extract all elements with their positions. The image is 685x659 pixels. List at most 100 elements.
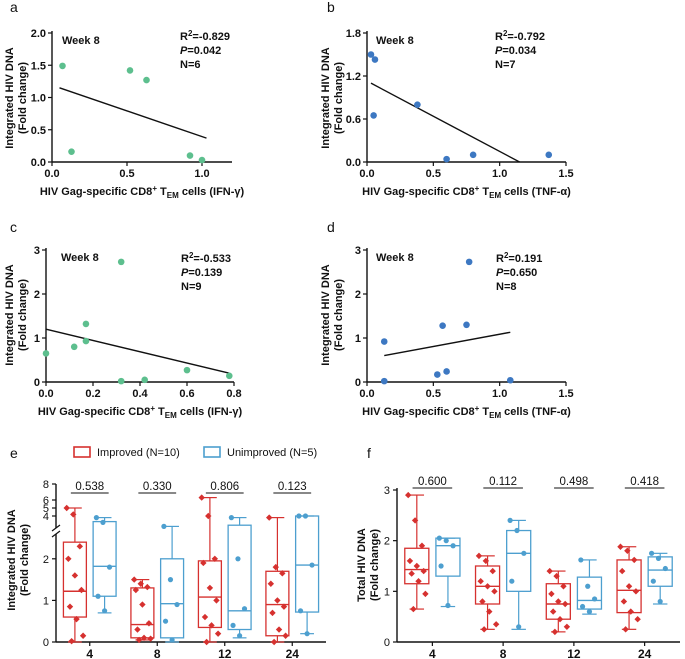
data-point: [270, 638, 278, 646]
x-tick-label: 1.0: [194, 168, 209, 180]
y-tick-label: 0.0: [31, 157, 46, 169]
legend-swatch-unimproved: [203, 446, 221, 458]
data-point: [634, 616, 641, 623]
data-point: [161, 523, 167, 530]
y-tick-label: 3: [384, 485, 390, 497]
panel-f: f Total HIV DNA (Fold change) 4 0.600 8 0.112 1…: [356, 445, 680, 659]
data-point: [42, 350, 50, 357]
data-point: [145, 620, 153, 627]
x-tick-label: 4: [86, 647, 93, 659]
data-point: [134, 626, 141, 633]
data-point: [203, 638, 210, 646]
data-point: [117, 258, 125, 266]
regression-line: [45, 328, 230, 374]
x-tick-label: 8: [154, 647, 161, 659]
y-axis-label-line: (Fold change): [333, 62, 345, 134]
data-point: [414, 101, 421, 108]
y-axis-label-line: (Fold change): [17, 279, 29, 351]
y-tick-label: 0.6: [346, 114, 361, 126]
data-point: [297, 608, 304, 614]
data-point: [186, 152, 194, 159]
y-tick-label: 2: [355, 289, 361, 301]
data-point: [272, 563, 279, 571]
data-point: [514, 527, 520, 534]
data-point: [68, 148, 75, 155]
data-point: [486, 608, 493, 615]
stat-text: R2=-0.829: [180, 29, 230, 43]
y-axis-label-line: Integrated HIV DNA: [320, 47, 332, 149]
data-point: [443, 155, 450, 163]
data-point: [78, 586, 85, 594]
data-point: [655, 555, 662, 562]
x-tick-label: 4: [429, 647, 436, 659]
data-point: [591, 596, 598, 602]
data-point: [482, 557, 490, 565]
x-tick-label: 12: [567, 647, 581, 659]
y-tick-label: 1: [43, 595, 49, 607]
data-point: [443, 538, 449, 544]
stat-text: N=8: [496, 281, 517, 293]
data-point: [73, 615, 80, 623]
panel-label: d: [327, 219, 335, 235]
data-point: [492, 621, 500, 628]
data-point: [267, 580, 275, 587]
regression-line: [370, 82, 520, 163]
data-point: [95, 593, 101, 599]
data-point: [561, 600, 569, 608]
data-point: [411, 517, 419, 524]
panel-label: c: [10, 219, 17, 235]
y-tick-label: 1.5: [31, 60, 46, 72]
stat-text: P=0.034: [495, 45, 537, 57]
data-point: [463, 321, 470, 329]
data-point: [226, 372, 233, 380]
box-iqr: [159, 558, 185, 639]
y-tick-label: 2: [34, 289, 40, 301]
data-point: [367, 51, 375, 58]
data-point: [631, 556, 638, 564]
data-point: [140, 634, 148, 642]
panel-f-axes: 0 1 2 3: [384, 485, 398, 649]
data-point: [135, 636, 143, 644]
data-point: [132, 586, 140, 594]
x-tick-label: 0.8: [226, 388, 241, 400]
y-axis-label-line: Integrated HIV DNA: [320, 264, 332, 366]
data-point: [201, 613, 209, 621]
data-point: [211, 555, 219, 562]
data-point: [59, 62, 66, 70]
x-tick-label: 0.6: [179, 388, 194, 400]
data-point: [650, 578, 656, 584]
data-point: [139, 601, 146, 608]
data-point: [309, 562, 315, 568]
data-point: [506, 376, 514, 384]
x-tick-label: 0.0: [359, 168, 374, 180]
y-tick-label: 0: [355, 377, 361, 389]
data-point: [266, 514, 273, 521]
x-tick-label: 0.5: [426, 388, 441, 400]
y-tick-label: 8: [43, 479, 49, 491]
box-iqr: [130, 587, 155, 639]
y-axis-label-line: Integrated HIV DNA: [6, 509, 18, 611]
data-point: [208, 622, 215, 629]
data-point: [280, 603, 288, 610]
box-iqr: [92, 520, 117, 597]
data-point: [622, 626, 629, 633]
box-iqr: [197, 560, 223, 629]
data-point: [548, 590, 555, 598]
data-point: [371, 56, 379, 63]
data-point: [489, 567, 496, 575]
data-point: [269, 609, 276, 617]
data-point: [563, 623, 571, 630]
stat-text: R2=-0.792: [495, 29, 545, 43]
regression-line: [59, 87, 207, 139]
data-point: [174, 601, 180, 608]
data-point: [420, 567, 427, 575]
data-point: [632, 588, 640, 595]
data-point: [198, 494, 205, 501]
stat-text: P=0.139: [181, 267, 222, 279]
data-point: [516, 624, 522, 630]
data-point: [275, 626, 283, 633]
data-point: [413, 562, 421, 570]
data-point: [465, 258, 473, 266]
x-tick-label: 1.5: [558, 168, 573, 180]
